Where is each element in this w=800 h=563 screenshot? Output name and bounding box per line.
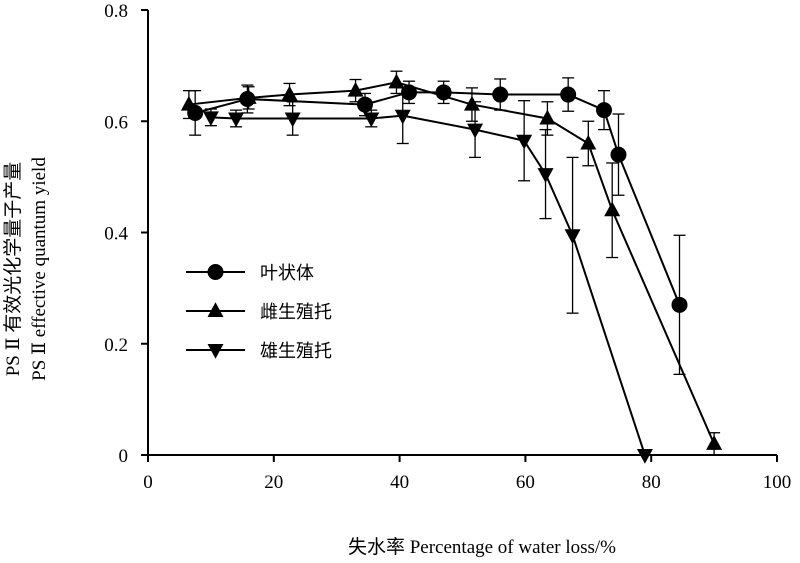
x-tick-label: 60: [516, 472, 535, 493]
legend-item-2: 雌生殖托: [186, 301, 332, 323]
x-tick-label: 0: [143, 472, 153, 493]
data-point: [610, 146, 627, 163]
data-point: [357, 96, 374, 113]
legend-item-3: 雄生殖托: [186, 340, 332, 362]
data-point: [706, 435, 723, 450]
legend-marker: [207, 302, 224, 317]
axes: [147, 10, 777, 456]
ticks: 0 20 40 60 80 100 0 0.2 0.4 0.6 0.8: [104, 1, 791, 493]
legend-marker: [207, 344, 224, 359]
data-point: [347, 81, 364, 97]
data-point: [284, 112, 301, 128]
x-tick-label: 40: [390, 472, 409, 493]
legend-marker: [207, 264, 224, 280]
legend-label: 叶状体: [260, 263, 314, 284]
legend-label: 雌生殖托: [260, 301, 332, 323]
y-tick-label: 0.6: [104, 112, 128, 133]
data-point: [560, 86, 577, 103]
y-tick-label: 0.8: [104, 1, 128, 22]
data-point: [580, 134, 597, 150]
legend-label: 雄生殖托: [260, 340, 332, 362]
data-point: [596, 102, 613, 119]
data-point: [467, 123, 484, 139]
y-axis-title-line-2: PS Ⅱ effective quantum yield: [29, 157, 50, 381]
data-point: [435, 84, 452, 101]
x-axis-title: 失水率 Percentage of water loss/%: [348, 536, 616, 558]
data-point: [388, 73, 405, 89]
data-point: [281, 85, 298, 101]
data-point: [636, 449, 653, 464]
series-line: [188, 81, 716, 445]
data-point: [604, 201, 621, 217]
data-point: [394, 109, 411, 125]
data-point: [537, 168, 554, 183]
data-point: [671, 296, 688, 313]
y-tick-label: 0.2: [104, 335, 128, 356]
data-point: [516, 134, 533, 150]
x-tick-label: 20: [264, 472, 283, 493]
data-point: [202, 111, 219, 127]
y-tick-label: 0: [119, 446, 129, 467]
series-3: [202, 87, 653, 464]
data-point: [564, 229, 581, 245]
data-point: [539, 109, 556, 125]
data-point: [240, 89, 257, 104]
series-2: [180, 70, 723, 456]
data-point: [180, 95, 197, 111]
y-axis-title-line-1: PS Ⅱ 有效光化学量子产量: [2, 162, 24, 377]
x-tick-label: 100: [763, 472, 792, 493]
data-point: [228, 112, 245, 128]
series-line: [210, 114, 646, 456]
data-point: [492, 86, 509, 103]
data-point: [463, 95, 480, 111]
data-point: [363, 112, 380, 128]
x-tick-label: 80: [642, 472, 661, 493]
series-group: [180, 70, 723, 464]
legend-item-1: 叶状体: [186, 263, 314, 284]
y-tick-label: 0.4: [104, 224, 128, 245]
